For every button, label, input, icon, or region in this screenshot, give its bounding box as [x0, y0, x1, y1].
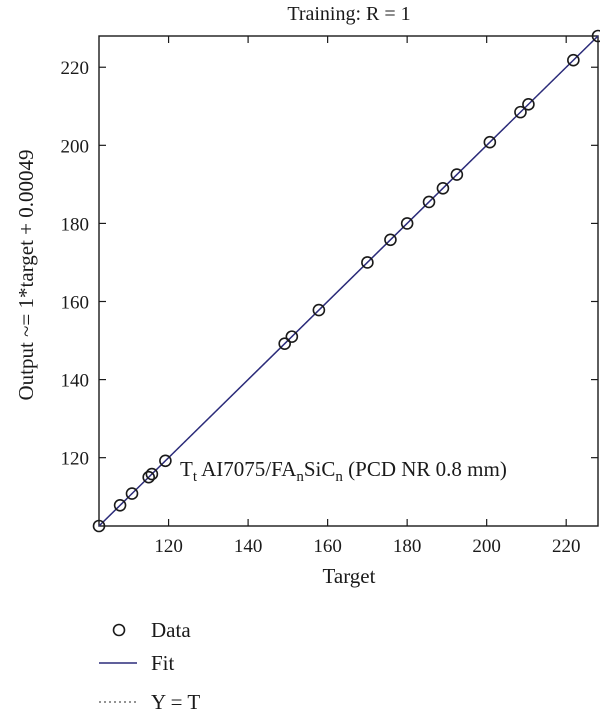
y-tick-label: 220 — [61, 58, 90, 79]
data-point — [142, 470, 156, 484]
legend-data-marker — [112, 623, 126, 637]
x-tick-label: 220 — [552, 536, 581, 557]
chart-title: Training: R = 1 — [287, 3, 410, 25]
x-tick-label: 140 — [234, 536, 263, 557]
data-point — [514, 105, 527, 119]
annotation-text: (PCD NR 0.8 mm) — [343, 457, 507, 481]
legend-label-yt: Y = T — [151, 690, 200, 714]
data-point — [436, 181, 450, 195]
legend-label-data: Data — [151, 618, 191, 642]
data-point — [361, 256, 374, 269]
data-point — [483, 135, 497, 149]
x-tick-label: 160 — [313, 536, 342, 557]
data-point — [422, 195, 436, 209]
annotation-text: SiC — [304, 457, 336, 481]
data-point — [285, 330, 299, 343]
legend: Data Fit Y = T — [99, 618, 200, 714]
y-tick-label: 180 — [61, 214, 90, 235]
data-point — [567, 53, 580, 67]
annotation-subscript: n — [335, 469, 343, 485]
annotation-subscript: t — [193, 469, 198, 485]
y-tick-label: 200 — [61, 136, 90, 157]
dataset-annotation: Tt AI7075/FAnSiCn (PCD NR 0.8 mm) — [180, 457, 507, 485]
annotation-text: AI7075/FA — [197, 457, 297, 481]
data-point — [384, 233, 397, 247]
x-tick-label: 180 — [393, 536, 422, 557]
legend-label-fit: Fit — [151, 651, 175, 675]
y-tick-label: 140 — [61, 371, 90, 392]
data-point — [400, 217, 414, 230]
x-tick-label: 120 — [154, 536, 183, 557]
data-point — [92, 519, 106, 533]
data-point — [312, 303, 326, 317]
data-point — [450, 168, 464, 181]
y-tick-label: 120 — [61, 449, 90, 470]
y-axis-label: Output ~= 1*target + 0.00049 — [14, 149, 38, 400]
y-tick-label: 160 — [61, 292, 90, 313]
data-point — [278, 337, 291, 350]
data-point — [125, 487, 139, 500]
plot-frame — [98, 35, 599, 527]
data-point — [591, 29, 600, 43]
annotation-subscript: n — [296, 469, 304, 485]
data-point — [522, 98, 535, 111]
x-axis-label: Target — [323, 564, 376, 588]
annotation-text: T — [180, 457, 193, 481]
fit-line — [98, 35, 599, 527]
x-tick-label: 200 — [472, 536, 501, 557]
data-point — [159, 454, 172, 468]
data-point — [113, 499, 127, 512]
data-point — [145, 467, 159, 481]
